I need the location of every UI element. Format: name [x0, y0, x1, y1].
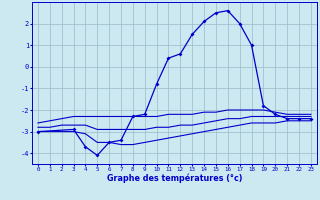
X-axis label: Graphe des températures (°c): Graphe des températures (°c): [107, 173, 242, 183]
